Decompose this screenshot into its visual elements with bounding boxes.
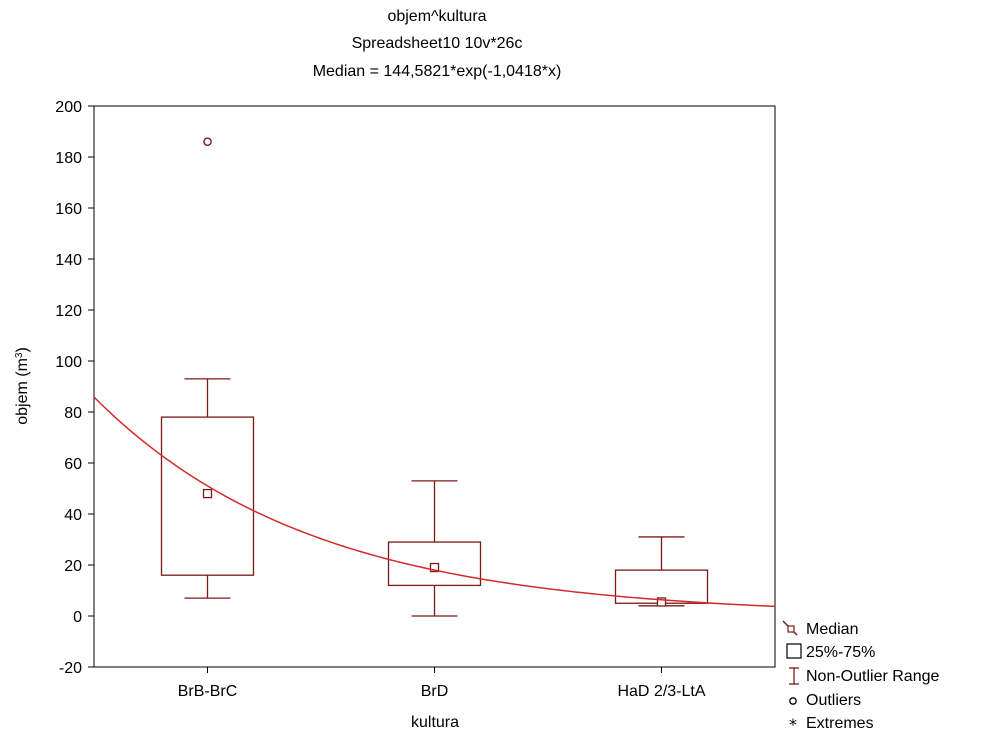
median-marker — [656, 597, 667, 607]
legend-label-box: 25%-75% — [806, 644, 875, 661]
legend-label-whisker: Non-Outlier Range — [806, 668, 940, 685]
y-tick-label: 160 — [55, 201, 82, 218]
y-tick-label: 140 — [55, 252, 82, 269]
legend-median-icon — [782, 620, 798, 636]
y-tick-label: 40 — [64, 507, 82, 524]
box-2 — [387, 480, 482, 617]
y-tick-label: 100 — [55, 354, 82, 371]
iqr-box — [387, 541, 482, 587]
outlier-series — [203, 137, 212, 146]
x-axis-label: kultura — [411, 714, 459, 731]
y-tick-label: 0 — [73, 609, 82, 626]
x-tick-label: HaD 2/3-LtA — [617, 683, 705, 700]
y-tick-label: 60 — [64, 456, 82, 473]
median-marker — [429, 562, 440, 573]
y-tick-label: 20 — [64, 558, 82, 575]
y-axis-label-superscript: 3 — [14, 352, 25, 358]
legend: Median 25%-75% Non-Outlier Range Outlier… — [782, 620, 940, 733]
outlier-point — [203, 137, 212, 146]
y-axis-label-close: ) — [14, 347, 31, 352]
y-tick-label: 180 — [55, 150, 82, 167]
plot-frame — [93, 105, 776, 668]
fit-curve-group — [93, 396, 776, 608]
y-tick-label: 200 — [55, 99, 82, 116]
y-axis-label: objem (m3) — [14, 347, 32, 425]
fit-curve — [93, 396, 776, 608]
box-3 — [614, 536, 709, 607]
y-axis-label-main: objem (m — [14, 358, 31, 425]
median-marker — [202, 488, 213, 499]
legend-box-icon — [786, 643, 802, 659]
x-tick-label: BrB-BrC — [178, 683, 238, 700]
box-1 — [160, 378, 255, 599]
legend-label-outliers: Outliers — [806, 692, 861, 709]
x-tick-label: BrD — [421, 683, 449, 700]
legend-outlier-icon — [789, 697, 797, 705]
legend-label-extremes: Extremes — [806, 715, 874, 732]
y-axis-ticks: -20 0 20 40 60 80 100 120 140 160 180 200 — [55, 99, 94, 677]
y-tick-label: 80 — [64, 405, 82, 422]
x-axis-ticks: BrB-BrC BrD HaD 2/3-LtA — [178, 667, 706, 700]
iqr-box — [160, 416, 255, 576]
y-tick-label: -20 — [59, 660, 82, 677]
chart-title-line-3: Median = 144,5821*exp(-1,0418*x) — [313, 63, 562, 80]
chart-title-line-2: Spreadsheet10 10v*26c — [352, 35, 523, 52]
legend-label-median: Median — [806, 621, 858, 638]
y-tick-label: 120 — [55, 303, 82, 320]
legend-extremes-icon: * — [789, 715, 797, 733]
chart-title-line-1: objem^kultura — [387, 8, 486, 25]
legend-whisker-icon — [789, 667, 799, 685]
box-series — [160, 378, 709, 617]
